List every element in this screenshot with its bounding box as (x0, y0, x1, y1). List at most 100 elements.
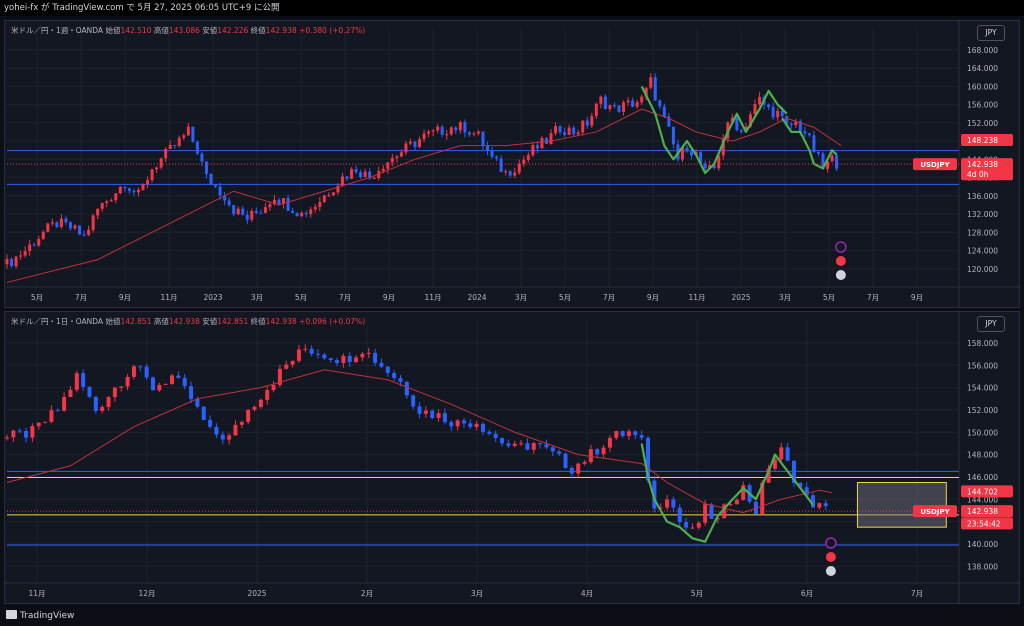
candle-body (146, 180, 150, 184)
candle-body (399, 152, 403, 157)
price-badge (961, 517, 1013, 530)
candle-body (46, 223, 50, 232)
candle-body (245, 214, 249, 220)
candle-body (791, 460, 796, 483)
candle-body (830, 155, 834, 162)
x-tick-label: 3月 (515, 293, 527, 302)
candle-body (581, 120, 585, 133)
price-badge (961, 168, 1013, 181)
x-tick-label: 9月 (911, 293, 923, 302)
candle-body (758, 97, 762, 105)
daily-chart-svg[interactable]: 158.000 156.000 154.000 152.000 150.000 148.0… (5, 312, 1019, 603)
candle-body (413, 141, 417, 147)
price-badge (961, 485, 1013, 498)
currency-button[interactable]: JPY (977, 25, 1005, 41)
candle-body (93, 396, 98, 411)
x-tick-label: 11月 (688, 293, 705, 302)
legend-open: 142.851 (120, 317, 152, 326)
candle-body (554, 126, 558, 134)
candle-body (341, 355, 346, 364)
candle-body (677, 507, 682, 523)
x-tick-label: 7月 (75, 293, 87, 302)
x-tick-label: 11月 (160, 293, 177, 302)
candle-body (472, 133, 476, 135)
y-tick-label: 146.000 (967, 473, 998, 482)
candle-body (535, 145, 539, 149)
us-flag-icon (835, 270, 846, 280)
candle-body (32, 244, 36, 246)
candle-body (390, 157, 394, 163)
x-tick-label: 9月 (383, 293, 395, 302)
tradingview-logo[interactable]: TradingView (6, 610, 74, 621)
candle-body (271, 384, 276, 391)
candle-body (17, 430, 22, 432)
candle-body (328, 358, 333, 361)
candle-body (835, 155, 839, 169)
symbol-badge (913, 505, 957, 518)
candle-body (517, 163, 521, 173)
daily-legend: 米ドル／円・1日・OANDA 始値142.851 高値142.938 安値142… (11, 317, 366, 326)
candle-body (73, 225, 77, 229)
candle-body (214, 426, 219, 435)
candle-body (572, 127, 576, 135)
legend-open: 142.510 (120, 26, 152, 35)
y-tick-label: 120.000 (967, 265, 998, 274)
x-tick-label: 7月 (603, 293, 615, 302)
candle-body (766, 468, 771, 483)
y-tick-label: 168.000 (967, 46, 998, 55)
x-tick-label: 5月 (295, 293, 307, 302)
candle-body (741, 485, 746, 500)
candle-body (43, 421, 48, 423)
symbol-badge (913, 158, 957, 171)
x-tick-label: 2024 (467, 293, 486, 302)
daily-chart-pane[interactable]: 158.000 156.000 154.000 152.000 150.000 148.0… (4, 311, 1020, 604)
y-tick-label: 156.000 (967, 361, 998, 370)
candle-body (157, 384, 162, 391)
candle-body (665, 499, 670, 508)
candle-body (309, 209, 313, 215)
candle-body (100, 202, 104, 209)
candle-body (812, 135, 816, 153)
candle-body (381, 168, 385, 172)
candle-body (87, 386, 92, 397)
candle-body (526, 155, 530, 160)
candle-body (125, 376, 130, 387)
candle-body (461, 420, 466, 424)
x-tick-label: 12月 (138, 589, 155, 598)
candle-body (112, 387, 117, 398)
candle-body (155, 167, 159, 170)
candle-body (635, 102, 639, 107)
weekly-chart-pane[interactable]: 168.000164.000160.000156.000152.000148.0… (4, 20, 1020, 308)
x-tick-label: 3月 (779, 293, 791, 302)
candle-body (481, 423, 485, 432)
candle-body (538, 443, 543, 445)
candle-body (322, 354, 327, 359)
candle-body (690, 527, 695, 529)
weekly-chart-svg[interactable]: 168.000164.000160.000156.000152.000148.0… (5, 21, 1019, 307)
moving-average-line (6, 108, 842, 283)
candle-body (55, 222, 59, 228)
candle-body (467, 132, 471, 135)
legend-symbol: 米ドル／円・1日・OANDA (11, 317, 104, 326)
candle-body (204, 161, 208, 174)
candle-body (10, 259, 14, 267)
candle-body (449, 127, 453, 135)
candle-body (259, 212, 263, 214)
candle-body (817, 503, 822, 508)
legend-close: 142.938 (265, 26, 297, 35)
candle-body (522, 159, 526, 164)
candle-body (730, 117, 734, 123)
candle-body (28, 244, 32, 252)
candle-body (366, 352, 371, 354)
currency-button[interactable]: JPY (977, 316, 1005, 332)
candle-body (295, 212, 299, 217)
candle-body (5, 437, 9, 439)
candle-body (227, 435, 232, 440)
candle-body (569, 467, 574, 474)
candle-body (821, 153, 825, 169)
candle-body (430, 410, 435, 418)
candle-body (557, 451, 562, 454)
candle-body (728, 504, 733, 506)
candle-body (24, 431, 29, 438)
candle-body (350, 169, 354, 179)
